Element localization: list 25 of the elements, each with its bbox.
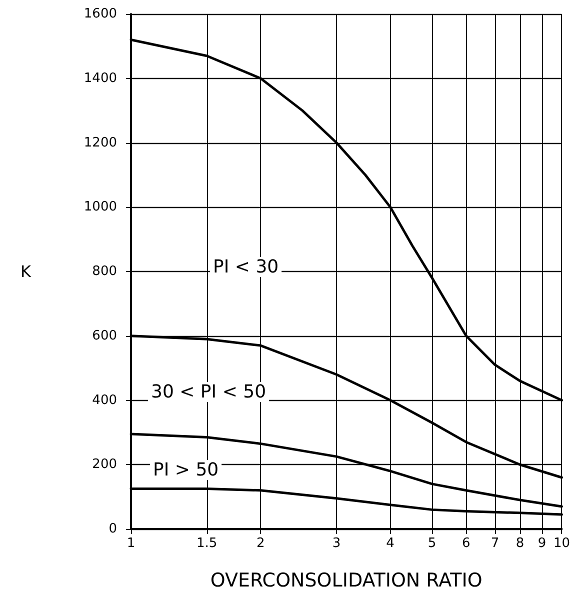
- y-tick-label: 600: [92, 328, 117, 344]
- y-tick-label: 400: [92, 392, 117, 408]
- x-tick-label: 10: [553, 536, 570, 551]
- x-tick-label: 1: [126, 536, 136, 551]
- x-axis-title: OVERCONSOLIDATION RATIO: [210, 570, 482, 592]
- annotation: PI < 30: [213, 256, 279, 278]
- x-tick-label: 4: [386, 536, 394, 551]
- y-axis-title: K: [20, 262, 32, 281]
- x-tick-label: 7: [490, 536, 500, 551]
- y-tick-label: 800: [92, 264, 117, 279]
- x-tick-label: 3: [332, 536, 341, 551]
- y-tick-label: 200: [92, 457, 117, 472]
- annotation: PI > 50: [153, 460, 219, 480]
- x-tick-label: 1.5: [196, 536, 218, 551]
- x-tick-label: 6: [462, 536, 470, 551]
- annotation: 30 < PI < 50: [151, 382, 266, 402]
- y-tick-label: 1400: [84, 70, 117, 86]
- x-tick-label: 2: [256, 536, 265, 551]
- x-tick-label: 9: [538, 536, 546, 551]
- y-tick-label: 1200: [84, 135, 117, 150]
- x-tick-label: 8: [516, 536, 524, 551]
- y-tick-label: 0: [108, 522, 117, 536]
- y-tick-label: 1000: [84, 200, 117, 215]
- x-tick-label: 5: [428, 536, 436, 551]
- y-tick-label: 1600: [84, 6, 117, 22]
